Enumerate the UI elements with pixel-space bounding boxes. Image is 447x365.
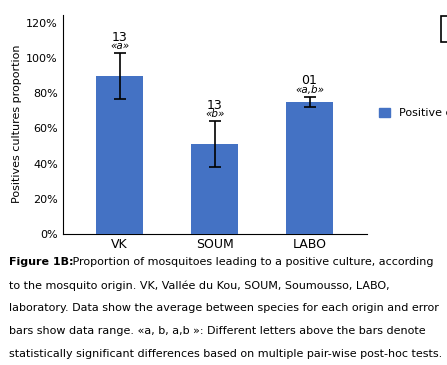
Text: bars show data range. «a, b, a,b »: Different letters above the bars denote: bars show data range. «a, b, a,b »: Diff… — [9, 326, 426, 336]
Text: «a,b»: «a,b» — [295, 85, 324, 95]
Text: «b»: «b» — [205, 110, 224, 119]
Text: Proportion of mosquitoes leading to a positive culture, according: Proportion of mosquitoes leading to a po… — [69, 257, 434, 267]
Bar — [286, 102, 333, 234]
Text: 13: 13 — [207, 99, 223, 112]
Text: statistically significant differences based on multiple pair-wise post-hoc tests: statistically significant differences ba… — [9, 349, 442, 359]
Text: 01: 01 — [302, 74, 317, 87]
Text: «a»: «a» — [110, 41, 129, 51]
Text: laboratory. Data show the average between species for each origin and error: laboratory. Data show the average betwee… — [9, 303, 439, 313]
Text: 13: 13 — [112, 31, 127, 43]
Y-axis label: Positives cultures proportion: Positives cultures proportion — [12, 45, 22, 203]
Legend: Positive culture: Positive culture — [374, 104, 447, 123]
Text: to the mosquito origin. VK, Vallée du Kou, SOUM, Soumousso, LABO,: to the mosquito origin. VK, Vallée du Ko… — [9, 280, 390, 291]
Text: Figure 1B:: Figure 1B: — [9, 257, 73, 267]
Bar — [191, 144, 238, 234]
Bar — [96, 76, 143, 234]
